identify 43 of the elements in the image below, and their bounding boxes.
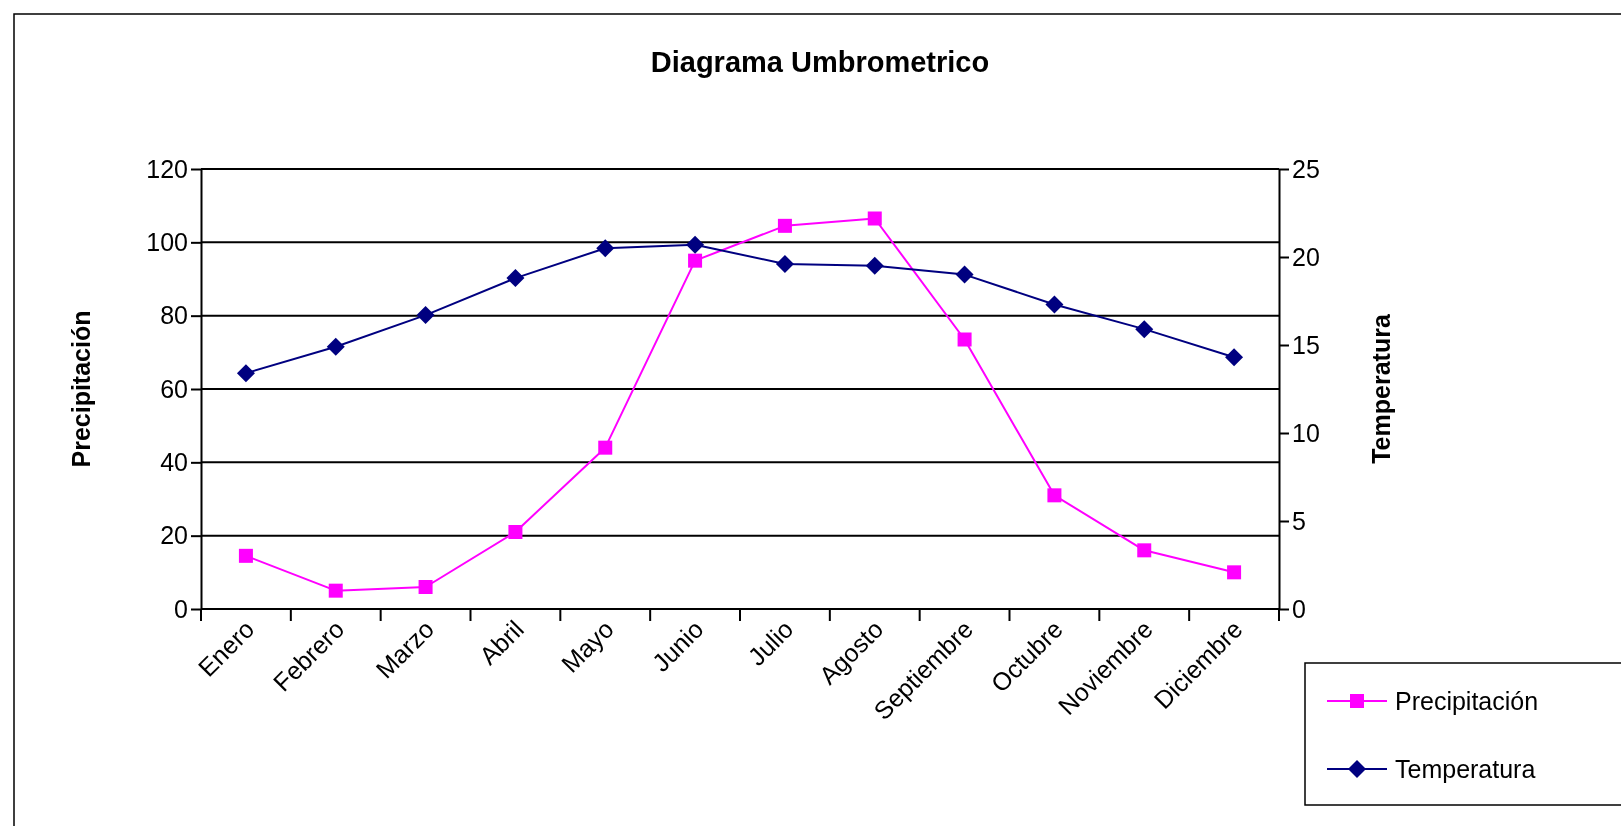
point [867,211,882,226]
point [777,218,792,233]
y-tick-label: 100 [146,227,188,256]
point [775,255,794,274]
y-tick-label: 120 [146,154,188,183]
y-tick-label: 20 [160,521,188,550]
point [506,269,525,288]
y-tick-label: 40 [160,447,188,476]
legend-label: Temperatura [1395,755,1536,783]
y2-tick-label: 0 [1292,594,1306,623]
y-tick-label: 0 [174,594,188,623]
point [508,525,523,539]
point [865,256,884,275]
point [236,364,255,383]
point [1227,565,1242,580]
point [688,253,703,268]
point [418,580,433,594]
y-tick-label: 60 [160,374,188,403]
point [416,306,435,325]
point [1225,348,1244,367]
y-axis-title: Precipitación [67,310,95,468]
y-tick-label: 80 [160,301,188,330]
y2-tick-label: 20 [1292,242,1320,271]
x-tick-label: Julio [742,614,799,671]
point [326,337,345,356]
y2-tick-label: 10 [1292,418,1320,447]
point [1047,488,1062,503]
y2-tick-label: 5 [1292,506,1306,535]
legend-label: Precipitación [1395,687,1539,715]
point [955,265,974,284]
y2-tick-label: 25 [1292,154,1320,183]
point [957,332,972,347]
point [596,239,615,258]
point [1135,320,1154,339]
y2-tick-label: 15 [1292,330,1320,359]
point [598,440,613,455]
y2-axis-title: Temperatura [1367,313,1395,464]
point [1045,295,1064,314]
chart-title: Diagrama Umbrometrico [650,46,990,78]
point [328,583,343,598]
point [238,548,253,563]
point [1137,543,1152,558]
point [686,235,705,254]
